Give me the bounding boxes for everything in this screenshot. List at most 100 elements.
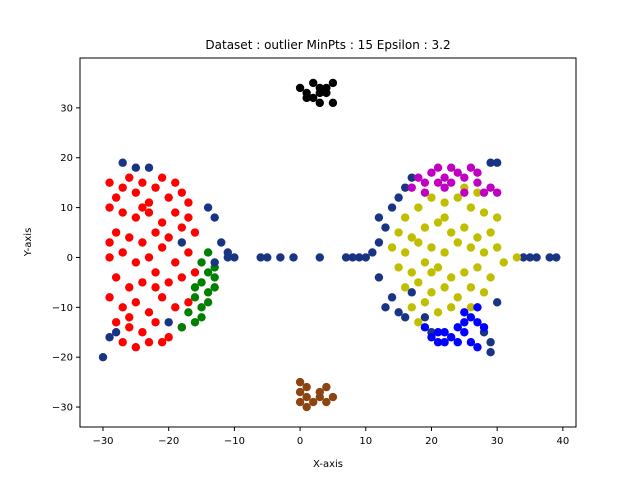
data-point <box>203 248 213 257</box>
data-point <box>440 248 449 257</box>
data-point <box>486 348 495 357</box>
data-point <box>203 288 213 297</box>
data-point <box>164 318 173 327</box>
data-point <box>157 338 167 347</box>
data-point <box>525 253 535 262</box>
data-point <box>460 328 469 337</box>
data-point <box>374 273 384 282</box>
data-point <box>118 248 127 257</box>
data-point <box>151 228 160 237</box>
data-point <box>144 208 154 217</box>
data-point <box>545 253 554 262</box>
data-point <box>171 303 180 312</box>
data-point <box>118 183 127 192</box>
data-point <box>466 243 476 252</box>
data-point <box>203 298 213 307</box>
data-point <box>440 328 449 337</box>
data-point <box>420 178 430 187</box>
data-point <box>446 273 456 282</box>
x-tick-label: −30 <box>92 436 113 447</box>
data-point <box>171 208 180 217</box>
data-point <box>486 158 495 167</box>
data-point <box>400 213 410 222</box>
data-point <box>387 293 397 302</box>
data-point <box>322 397 331 407</box>
data-point <box>473 233 482 242</box>
data-point <box>453 193 462 202</box>
data-point <box>151 183 160 192</box>
data-point <box>460 173 469 182</box>
y-axis-ticks: −30 −20 −10 0 10 20 30 <box>52 103 80 414</box>
data-point <box>295 83 305 93</box>
data-point <box>407 173 416 182</box>
data-point <box>125 313 134 322</box>
data-point <box>414 318 423 327</box>
data-point <box>387 203 397 212</box>
data-point <box>420 258 430 267</box>
data-point <box>309 93 318 103</box>
data-point <box>230 253 239 262</box>
data-point <box>138 178 147 187</box>
data-point <box>184 213 193 222</box>
data-point <box>361 253 370 262</box>
data-point <box>466 338 476 347</box>
data-point <box>105 333 114 342</box>
data-point <box>433 178 443 187</box>
data-point <box>394 228 403 237</box>
data-point <box>105 238 114 247</box>
data-point <box>118 158 127 167</box>
data-point <box>144 308 154 317</box>
data-point <box>486 228 495 237</box>
data-point <box>177 323 187 332</box>
data-point <box>460 268 469 277</box>
data-point <box>302 382 311 392</box>
y-tick-label: −30 <box>52 403 73 414</box>
data-point <box>479 288 489 297</box>
data-point <box>466 283 476 292</box>
plot-area-frame <box>79 57 577 428</box>
data-point <box>125 233 134 242</box>
data-point <box>315 88 324 98</box>
data-point <box>111 273 121 282</box>
data-point <box>151 283 160 292</box>
y-tick-label: 30 <box>60 103 73 114</box>
data-point <box>164 333 173 342</box>
data-point <box>105 203 114 212</box>
data-point <box>400 283 410 292</box>
data-point <box>479 188 489 197</box>
x-tick-label: −20 <box>158 436 179 447</box>
x-tick-label: 10 <box>359 436 372 447</box>
data-point <box>427 333 436 342</box>
x-tick-label: 40 <box>556 436 569 447</box>
data-point <box>144 338 154 347</box>
data-point <box>453 293 462 302</box>
data-point <box>131 213 141 222</box>
y-tick-label: −10 <box>52 303 73 314</box>
data-point <box>414 278 423 287</box>
data-point <box>203 268 213 277</box>
data-point <box>400 248 410 257</box>
data-point <box>164 193 173 202</box>
data-point <box>263 253 272 262</box>
data-point <box>190 293 200 302</box>
data-point <box>105 293 114 302</box>
data-point <box>414 238 423 247</box>
data-point <box>341 253 351 262</box>
data-point <box>157 243 167 252</box>
y-tick-label: −20 <box>52 353 73 364</box>
data-point <box>492 298 502 307</box>
data-point <box>400 183 410 192</box>
data-point <box>407 303 416 312</box>
data-point <box>427 243 436 252</box>
data-point <box>453 238 462 247</box>
x-axis-title: X-axis <box>313 459 343 470</box>
data-point <box>295 397 305 407</box>
y-axis-title: Y-axis <box>23 228 34 258</box>
data-point <box>532 253 541 262</box>
data-point <box>111 328 121 337</box>
data-point <box>309 78 318 88</box>
data-point <box>197 303 206 312</box>
data-point <box>171 258 180 267</box>
data-point <box>466 163 476 172</box>
data-point <box>433 338 443 347</box>
